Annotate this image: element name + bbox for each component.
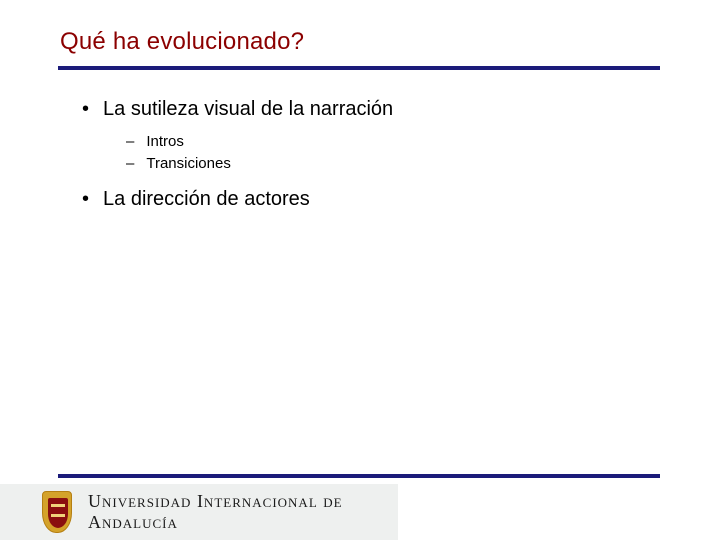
- footer: Universidad Internacional de Andalucía: [0, 474, 720, 540]
- slide: Qué ha evolucionado? • La sutileza visua…: [0, 0, 720, 540]
- university-crest-icon: [42, 491, 72, 533]
- footer-divider: [58, 474, 660, 478]
- dash-icon: –: [126, 154, 134, 174]
- sub-bullet-text: Transiciones: [146, 154, 230, 174]
- footer-org-name: Universidad Internacional de Andalucía: [88, 491, 398, 533]
- sub-bullet-text: Intros: [146, 132, 184, 152]
- bullet-l2: – Transiciones: [126, 154, 660, 174]
- title-area: Qué ha evolucionado?: [0, 0, 720, 56]
- bullet-l1: • La dirección de actores: [82, 186, 660, 212]
- footer-strip: Universidad Internacional de Andalucía: [0, 484, 398, 540]
- bullet-text: La dirección de actores: [103, 186, 310, 212]
- sub-bullet-group: – Intros – Transiciones: [82, 128, 660, 186]
- bullet-text: La sutileza visual de la narración: [103, 96, 393, 122]
- slide-title: Qué ha evolucionado?: [60, 28, 660, 56]
- bullet-dot-icon: •: [82, 96, 89, 122]
- body-area: • La sutileza visual de la narración – I…: [0, 70, 720, 212]
- bullet-l1: • La sutileza visual de la narración: [82, 96, 660, 122]
- dash-icon: –: [126, 132, 134, 152]
- bullet-dot-icon: •: [82, 186, 89, 212]
- bullet-l2: – Intros: [126, 132, 660, 152]
